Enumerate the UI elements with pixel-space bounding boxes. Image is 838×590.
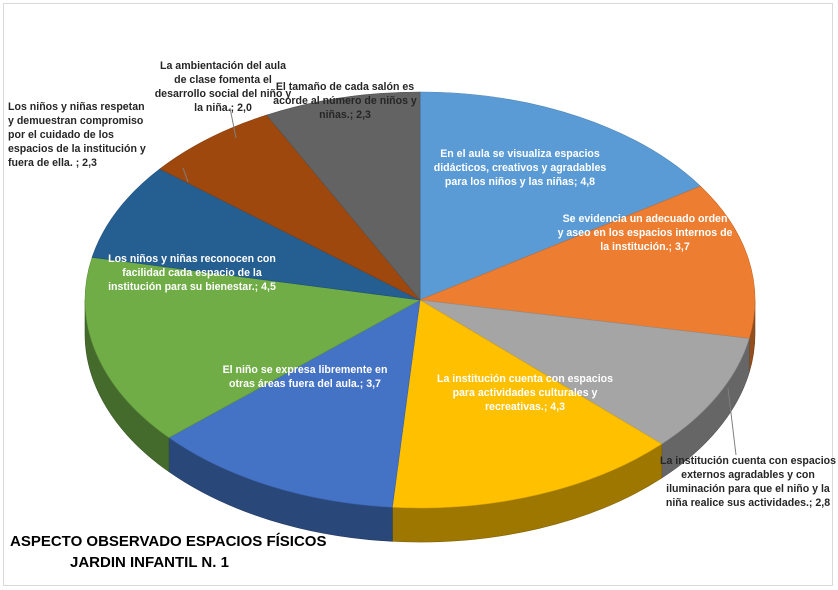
chart-title: ASPECTO OBSERVADO ESPACIOS FÍSICOS JARDIN…	[10, 533, 326, 571]
slice-label-line: espacios de la institución y	[8, 143, 146, 155]
slice-label-line: para actividades culturales y	[453, 387, 598, 399]
slice-label-layer: En el aula se visualiza espacios didáctic…	[8, 60, 836, 509]
pie-slice-1	[419, 91, 701, 301]
slice-label-line: El niño se expresa libremente en	[223, 364, 388, 376]
slice-label-line: externos agradables y con	[681, 469, 815, 481]
slice-label-2: Se evidencia un adecuado orden y aseo en …	[558, 213, 733, 253]
slice-label-line: la institución.; 3,7	[600, 241, 690, 253]
chart-frame	[3, 3, 833, 586]
slice-label-7: Los niños y niñas respetan y demuestran c…	[8, 101, 146, 169]
pie-slice-4	[391, 299, 663, 509]
slice-label-line: niña realice sus actividades.; 2,8	[666, 497, 830, 509]
pie-slice-5	[168, 299, 421, 508]
slice-label-line: facilidad cada espacio de la	[122, 267, 262, 279]
slice-label-line: Los niños y niñas reconocen con	[108, 253, 276, 265]
pie-slice-3	[419, 299, 750, 445]
slice-label-line: niñas.; 2,3	[319, 109, 371, 121]
slice-label-line: desarrollo social del niño y	[155, 88, 292, 100]
slice-label-line: iluminación para que el niño y la	[666, 483, 830, 495]
pie-slice-2	[419, 185, 756, 339]
slice-label-8: La ambientación del aula de clase fomenta…	[155, 60, 292, 114]
slice-label-line: y demuestran compromiso	[8, 115, 144, 127]
leader-line-8	[229, 107, 237, 139]
slice-label-line: En el aula se visualiza espacios	[440, 148, 600, 160]
leader-line-3	[727, 387, 737, 456]
slice-label-line: por el cuidado de los	[8, 129, 114, 141]
slice-label-line: Se evidencia un adecuado orden	[563, 213, 728, 225]
slice-label-1: En el aula se visualiza espacios didáctic…	[434, 148, 607, 188]
slice-label-line: y aseo en los espacios internos de	[558, 227, 733, 239]
slice-label-line: institución para su bienestar.; 4,5	[108, 281, 276, 293]
slice-label-line: de clase fomenta el	[174, 74, 272, 86]
chart-title-line-2: JARDIN INFANTIL N. 1	[70, 554, 229, 571]
pie-slice-6	[84, 256, 421, 439]
slice-label-9: El tamaño de cada salón es acorde al núme…	[273, 81, 417, 121]
slice-label-line: recreativas.; 4,3	[485, 401, 565, 413]
leader-line-layer	[182, 107, 737, 456]
pie-slice-9	[266, 91, 421, 301]
slice-label-line: El tamaño de cada salón es	[276, 81, 414, 93]
pie-slice-7	[91, 168, 421, 301]
slice-label-6: Los niños y niñas reconocen con facilidad…	[108, 253, 276, 293]
pie-slice-8	[159, 114, 421, 301]
slice-label-line: La institución cuenta con espacios	[437, 373, 613, 385]
slice-label-line: Los niños y niñas respetan	[8, 101, 145, 113]
slice-label-line: fuera de ella. ; 2,3	[8, 157, 97, 169]
slice-label-line: La institución cuenta con espacios	[660, 455, 836, 467]
slice-label-line: para los niños y las niñas; 4,8	[445, 176, 595, 188]
chart-title-line-1: ASPECTO OBSERVADO ESPACIOS FÍSICOS	[10, 533, 326, 550]
slice-label-4: La institución cuenta con espacios para a…	[437, 373, 613, 413]
slice-label-5: El niño se expresa libremente en otras ár…	[223, 364, 388, 390]
slice-label-line: la niña.; 2,0	[194, 102, 252, 114]
pie-top-layer	[84, 91, 756, 509]
slice-label-line: didácticos, creativos y agradables	[434, 162, 607, 174]
slice-label-line: acorde al número de niños y	[273, 95, 417, 107]
slice-label-line: La ambientación del aula	[160, 60, 286, 72]
slice-label-3: La institución cuenta con espacios extern…	[660, 455, 836, 509]
slice-label-line: otras áreas fuera del aula.; 3,7	[229, 378, 381, 390]
leader-line-7	[182, 167, 189, 183]
